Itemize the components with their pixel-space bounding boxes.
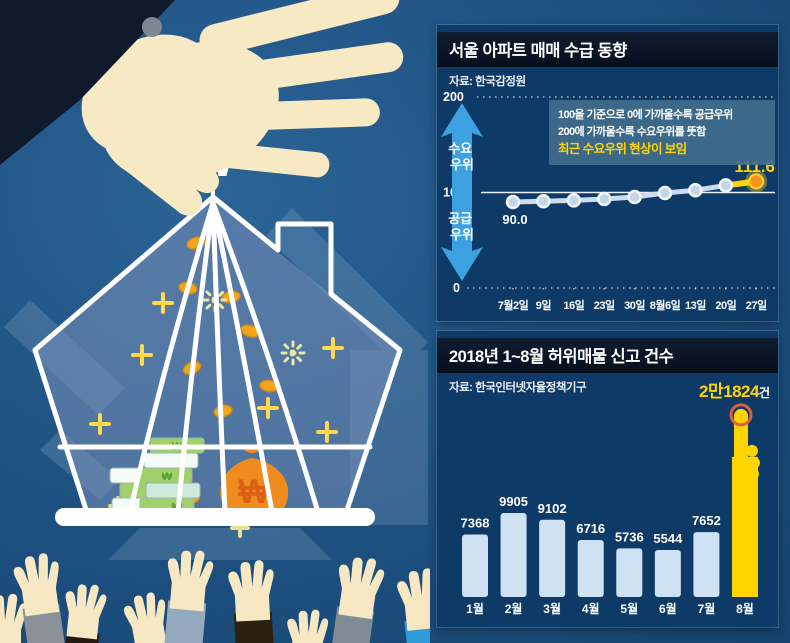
finger-bar	[731, 408, 760, 597]
raised-hand	[287, 609, 329, 643]
panel-title: 서울 아파트 매매 수급 동향	[437, 32, 778, 67]
svg-text:13일: 13일	[685, 298, 706, 312]
svg-text:27일: 27일	[746, 298, 767, 312]
house-cage-illustration: ₩ ₩ ₩ ₩ ₩	[0, 0, 430, 643]
sleeve-button	[142, 17, 162, 37]
raised-hand	[60, 584, 107, 643]
house-cage	[32, 194, 403, 519]
annotation-line-2: 200에 가까울수록 수요우위를 뜻함	[558, 125, 706, 138]
svg-text:7월2일: 7월2일	[498, 298, 529, 312]
svg-text:8월6일: 8월6일	[650, 298, 681, 312]
svg-text:4월: 4월	[582, 601, 600, 616]
panel-source: 자료: 한국감정원	[449, 76, 526, 88]
svg-text:5544: 5544	[653, 531, 683, 546]
svg-text:5월: 5월	[620, 601, 638, 616]
raised-hand	[13, 553, 71, 643]
demand-supply-arrow-layer: 수요 우위 공급 우위	[441, 103, 483, 281]
svg-text:3월: 3월	[543, 601, 561, 616]
chart-annotation-box: 100을 기준으로 0에 가까울수록 공급우위 200에 가까울수록 수요우위를…	[549, 100, 775, 165]
svg-text:9일: 9일	[536, 298, 552, 312]
raised-hand	[0, 593, 27, 643]
fake-listings-panel: 2018년 1~8월 허위매물 신고 건수 자료: 한국인터넷자율정책기구 73…	[437, 331, 778, 627]
panel-source: 자료: 한국인터넷자율정책기구	[449, 382, 587, 394]
svg-text:₩: ₩	[162, 471, 173, 483]
svg-text:9102: 9102	[538, 501, 567, 516]
svg-text:20일: 20일	[715, 298, 736, 312]
svg-text:200: 200	[443, 90, 464, 104]
svg-text:9905: 9905	[499, 494, 528, 509]
raised-hand	[228, 560, 277, 643]
suit-sleeve	[0, 0, 175, 165]
svg-text:90.0: 90.0	[502, 212, 527, 227]
svg-text:8월: 8월	[736, 601, 754, 616]
svg-text:7월: 7월	[698, 601, 716, 616]
raised-hand	[159, 550, 214, 643]
plus-sparkle-marks	[89, 292, 344, 538]
supply-zone-label: 공급 우위	[448, 211, 476, 242]
svg-text:6716: 6716	[576, 521, 605, 536]
raised-hand	[123, 592, 179, 643]
highlight-unit: 건	[758, 386, 770, 400]
highlight-value: 2만1824	[699, 382, 759, 401]
supply-demand-panel: 서울 아파트 매매 수급 동향 자료: 한국감정원 20010007월2일9일1…	[437, 25, 778, 321]
annotation-line-1: 100을 기준으로 0에 가까울수록 공급우위	[558, 109, 733, 121]
raised-hand	[397, 568, 430, 643]
svg-text:5736: 5736	[615, 529, 644, 544]
demand-zone-label: 수요 우위	[448, 141, 476, 172]
raised-hand	[323, 557, 385, 643]
svg-text:7652: 7652	[692, 513, 721, 528]
svg-text:0: 0	[453, 281, 460, 295]
svg-text:7368: 7368	[461, 516, 490, 531]
fake-listings-bar-chart: 7368 1월 9905 2월 9102 3월 6716 4월 5736 5월 5544 6월 7652…	[461, 403, 760, 616]
svg-text:23일: 23일	[594, 298, 615, 312]
svg-text:6월: 6월	[659, 601, 677, 616]
panel-title: 2018년 1~8월 허위매물 신고 건수	[437, 338, 778, 373]
highlight-value-label: 2만1824건	[699, 377, 770, 402]
businessman-hand	[0, 0, 404, 216]
svg-text:30일: 30일	[624, 298, 645, 312]
svg-text:1월: 1월	[466, 601, 484, 616]
demand-supply-arrow-icon	[441, 103, 483, 281]
svg-text:16일: 16일	[563, 298, 584, 312]
annotation-line-3: 최근 수요우위 현상이 보임	[558, 142, 687, 156]
cage-base	[55, 508, 375, 526]
supply-demand-line-chart: 20010007월2일9일16일23일30일8월6일13일20일27일90.01…	[443, 90, 775, 312]
crowd-raised-hands	[0, 550, 430, 643]
svg-text:2월: 2월	[505, 601, 523, 616]
